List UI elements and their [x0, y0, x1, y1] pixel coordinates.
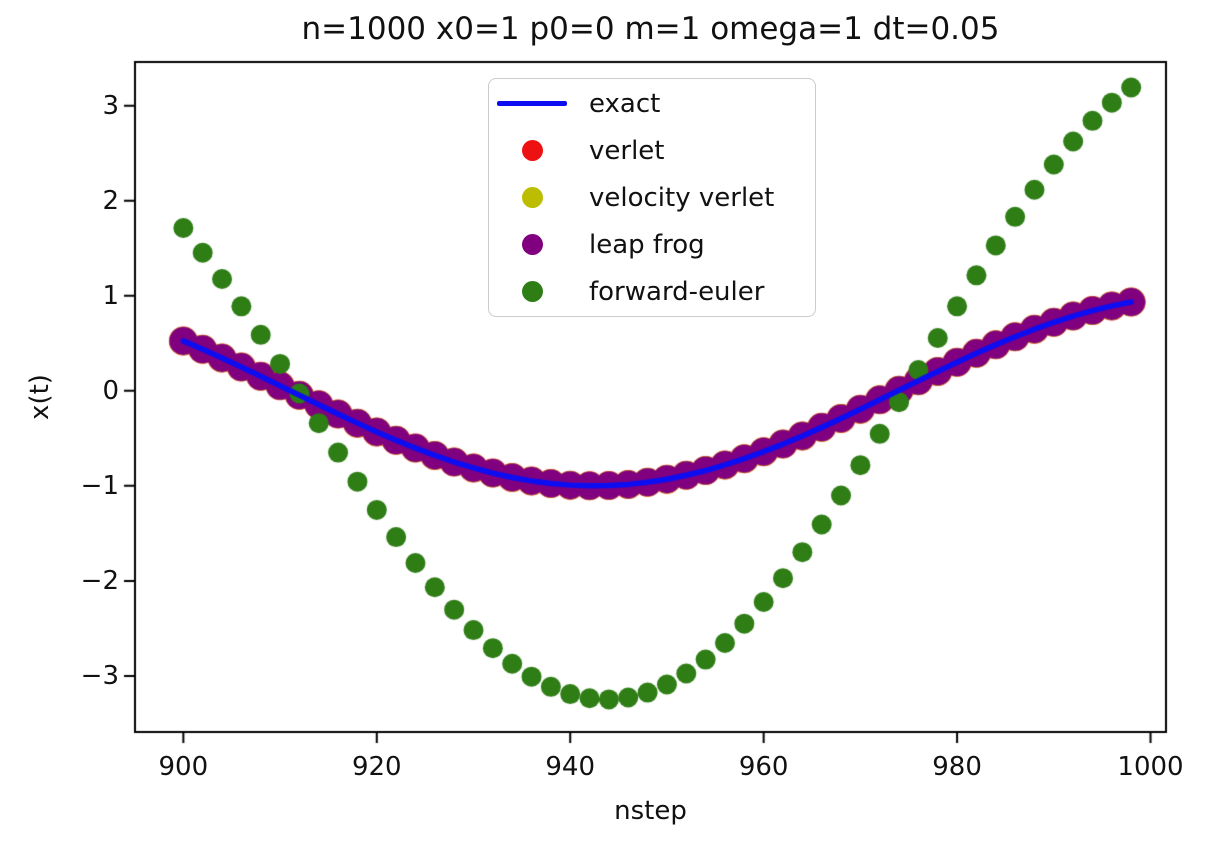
legend-item: exact — [489, 80, 815, 127]
dot-marker-icon — [521, 234, 543, 255]
y-tick-label: 0 — [102, 375, 119, 406]
legend: exact verlet velocity verlet leap frog forwa… — [488, 78, 816, 317]
x-tick-label: 900 — [158, 752, 209, 782]
y-tick-label: −2 — [80, 565, 119, 596]
legend-item: leap frog — [489, 221, 815, 268]
legend-item: velocity verlet — [489, 174, 815, 221]
x-tick-label: 1000 — [1117, 752, 1184, 782]
y-tick-label: 1 — [102, 280, 119, 311]
y-tick-label: −3 — [80, 660, 119, 691]
legend-dot-swatch — [497, 187, 567, 208]
legend-item: verlet — [489, 127, 815, 174]
y-tick-label: −1 — [80, 470, 119, 501]
x-tick-label: 960 — [738, 752, 789, 782]
dot-marker-icon — [521, 187, 543, 208]
legend-dot-swatch — [497, 140, 567, 161]
legend-line-swatch — [497, 100, 567, 107]
x-tick-label: 920 — [351, 752, 402, 782]
dot-marker-icon — [521, 140, 543, 161]
legend-label: forward-euler — [589, 276, 765, 307]
legend-label: leap frog — [589, 229, 705, 260]
line-sample-icon — [497, 100, 567, 107]
legend-label: verlet — [589, 135, 665, 166]
x-tick-label: 940 — [545, 752, 596, 782]
y-tick-label: 3 — [102, 90, 119, 121]
legend-item: forward-euler — [489, 268, 815, 315]
dot-marker-icon — [521, 281, 543, 302]
legend-dot-swatch — [497, 234, 567, 255]
x-axis-label: nstep — [614, 796, 687, 826]
legend-dot-swatch — [497, 281, 567, 302]
chart-title: n=1000 x0=1 p0=0 m=1 omega=1 dt=0.05 — [301, 11, 1000, 47]
legend-label: exact — [589, 88, 661, 119]
x-tick-label: 980 — [932, 752, 982, 782]
y-tick-label: 2 — [102, 185, 119, 216]
legend-label: velocity verlet — [589, 182, 775, 213]
